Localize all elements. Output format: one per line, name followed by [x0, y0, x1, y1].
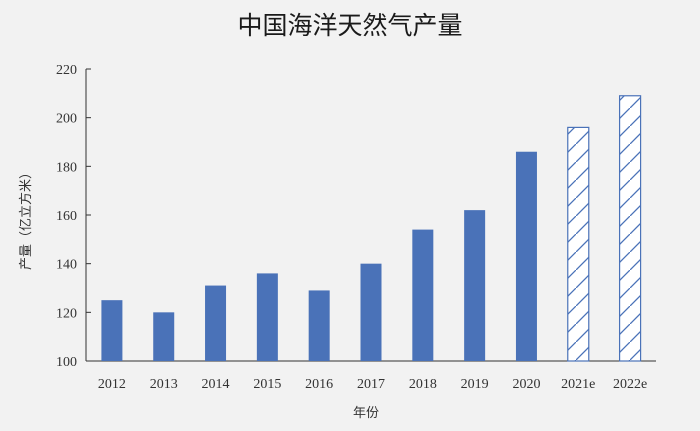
y-tick-label: 160 — [56, 209, 77, 224]
x-axis: 2012 2013 2014 2015 2016 2017 2018 2019 2020 2021… — [86, 360, 656, 392]
x-tick-label: 2016 — [305, 377, 333, 392]
y-tick-label: 120 — [56, 306, 77, 321]
bar-2013 — [153, 312, 175, 361]
bar-2016 — [308, 290, 330, 361]
y-tick-label: 200 — [56, 112, 77, 127]
x-tick-label: 2018 — [409, 377, 437, 392]
y-axis: 100 120 140 160 180 200 220 — [56, 63, 91, 370]
bar-2014 — [205, 285, 227, 361]
bars — [101, 95, 642, 362]
x-tick-label: 2012 — [98, 377, 126, 392]
x-tick-label: 2015 — [253, 377, 281, 392]
x-tick-label: 2022e — [613, 377, 647, 392]
bar-2019 — [464, 210, 486, 361]
x-axis-title: 年份 — [353, 406, 379, 421]
bar-estimate-2022e — [618, 95, 642, 362]
bar-2017 — [360, 263, 382, 361]
chart-title: 中国海洋天然气产量 — [237, 11, 463, 40]
y-tick-label: 180 — [56, 160, 77, 175]
bar-2015 — [256, 273, 278, 361]
x-tick-label: 2020 — [512, 377, 540, 392]
x-tick-label: 2019 — [461, 377, 489, 392]
bar-estimate-2021e — [567, 126, 590, 362]
y-tick-label: 100 — [56, 355, 77, 370]
bar-2018 — [412, 229, 434, 361]
x-tick-label: 2013 — [150, 377, 178, 392]
y-axis-title: 产量（亿立方米） — [18, 166, 34, 270]
y-tick-label: 220 — [56, 63, 77, 78]
y-tick-label: 140 — [56, 258, 77, 273]
x-tick-label: 2021e — [561, 377, 595, 392]
x-tick-label: 2014 — [202, 377, 230, 392]
bar-2020 — [515, 151, 537, 361]
bar-2012 — [101, 300, 123, 361]
x-tick-label: 2017 — [357, 377, 385, 392]
